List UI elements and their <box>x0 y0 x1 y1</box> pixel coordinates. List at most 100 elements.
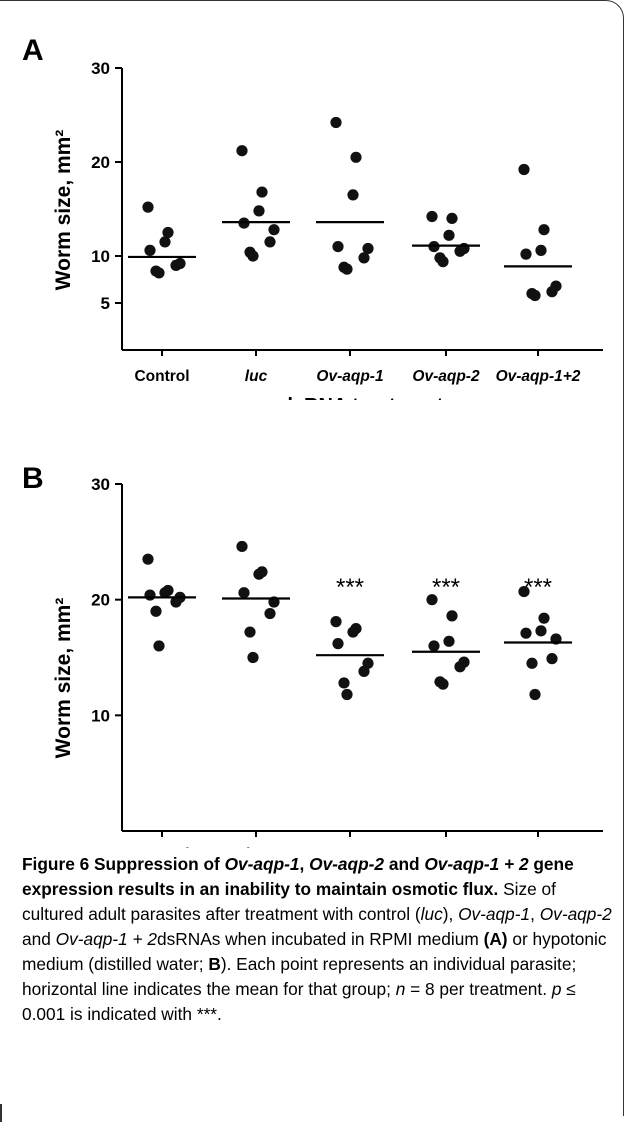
data-point <box>341 263 353 275</box>
data-point <box>338 677 350 689</box>
data-point <box>538 612 550 624</box>
y-tick-label: 20 <box>91 591 110 610</box>
data-point <box>535 244 547 256</box>
data-point <box>264 607 276 620</box>
data-point <box>529 688 541 701</box>
frame-corner-mark <box>0 1104 2 1122</box>
data-point <box>446 212 458 224</box>
caption-body-run: ≤ 0.001 is indicated with ***. <box>22 979 576 1024</box>
significance-label: *** <box>432 574 460 601</box>
significance-label: *** <box>336 574 364 601</box>
data-point <box>535 625 547 637</box>
caption-title-run: Ov-aqp-1 <box>224 854 300 874</box>
data-point <box>142 553 154 565</box>
x-tick-label: Ov-aqp-1 <box>316 846 383 848</box>
data-point <box>538 224 550 236</box>
data-point <box>247 250 259 262</box>
data-point <box>341 688 353 701</box>
data-point <box>529 289 541 302</box>
x-tick-label: luc <box>245 846 268 848</box>
data-point <box>358 252 370 264</box>
data-point <box>144 589 156 601</box>
caption-body-run: ), <box>442 904 459 924</box>
data-point <box>256 186 268 198</box>
data-point <box>332 241 344 253</box>
significance-label: *** <box>524 574 552 601</box>
y-tick-label: 10 <box>91 247 110 266</box>
data-point <box>520 627 532 639</box>
caption-title-run: , <box>299 854 310 874</box>
data-point <box>244 626 256 638</box>
data-point <box>426 210 438 223</box>
data-point <box>520 248 532 260</box>
caption-title-run: Ov-aqp-1 + 2 <box>424 854 529 874</box>
caption-body-run: (A) <box>483 929 508 949</box>
x-tick-label: Ov-aqp-2 <box>412 368 480 385</box>
data-point <box>362 242 374 255</box>
caption-body-run: B <box>208 954 221 974</box>
chart-panel-b: B 10 20 30 Worm size, mm² Control luc Ov-aqp-1 *… <box>22 462 603 848</box>
data-point <box>443 229 455 241</box>
data-point <box>330 116 342 129</box>
x-tick-label: Ov-aqp-1 <box>316 368 383 385</box>
data-point <box>347 189 359 201</box>
data-point <box>437 256 449 268</box>
data-point <box>142 201 154 213</box>
data-point <box>426 594 438 606</box>
caption-body-run: n <box>395 979 406 999</box>
caption-body-run: luc <box>420 904 443 924</box>
caption-title: Figure 6 Suppression of Ov-aqp-1, Ov-aqp… <box>22 854 574 899</box>
data-point <box>358 665 370 677</box>
data-point <box>170 596 182 608</box>
data-point <box>170 259 182 271</box>
data-point <box>153 640 165 652</box>
data-point <box>153 267 165 279</box>
caption-body-run: dsRNAs when incubated in RPMI medium <box>156 929 484 949</box>
y-axis-label: Worm size, mm² <box>52 130 75 291</box>
data-point <box>454 245 466 257</box>
caption-body-run: or hypotonic medium (distilled water; <box>22 929 607 974</box>
panel-label: A <box>22 34 44 67</box>
data-point <box>159 236 171 248</box>
y-axis-label: Worm size, mm² <box>52 598 75 759</box>
caption-title-run: Figure 6 Suppression of <box>22 854 225 874</box>
x-tick-label: Ov-aqp-1+2 <box>496 846 581 848</box>
y-tick-label: 10 <box>91 706 110 725</box>
data-point <box>264 236 276 248</box>
caption-body-run: , <box>530 904 540 924</box>
data-point <box>518 585 530 598</box>
caption-body-run: and <box>22 929 56 949</box>
data-point <box>443 635 455 647</box>
data-point <box>428 640 440 652</box>
data-point <box>150 605 162 617</box>
data-point <box>162 226 174 239</box>
caption-body-run: Size of cultured adult parasites after t… <box>22 879 556 924</box>
x-tick-label: Ov-aqp-2 <box>412 846 480 848</box>
data-point <box>347 626 359 638</box>
data-point <box>446 610 458 622</box>
data-point <box>236 540 248 553</box>
figure-caption: Figure 6 Suppression of Ov-aqp-1, Ov-aqp… <box>22 852 616 1027</box>
caption-body-run: p <box>551 979 562 999</box>
data-point <box>454 661 466 673</box>
chart-panel-a: A 5 10 20 30 Worm size, mm² Control luc Ov-aqp-1… <box>22 34 603 400</box>
x-tick-label: luc <box>245 368 268 385</box>
caption-body: Size of cultured adult parasites after t… <box>22 879 612 1024</box>
caption-title-run: Ov-aqp-2 <box>309 854 385 874</box>
data-point <box>332 638 344 650</box>
data-point <box>253 205 265 217</box>
y-tick-label: 5 <box>101 294 110 313</box>
y-tick-label: 20 <box>91 153 110 172</box>
data-point <box>253 568 265 580</box>
caption-body-run: Ov-aqp-1 <box>458 904 531 924</box>
data-point <box>159 587 171 599</box>
y-tick-label: 30 <box>91 475 110 494</box>
caption-title-run: gene expression results in an inability … <box>22 854 574 899</box>
data-point <box>546 286 558 298</box>
caption-body-run: Ov-aqp-1 + 2 <box>55 929 157 949</box>
x-tick-label: Control <box>134 846 189 848</box>
x-tick-label: Ov-aqp-1+2 <box>496 368 581 385</box>
data-point <box>518 163 530 176</box>
caption-body-run: Ov-aqp-2 <box>539 904 612 924</box>
